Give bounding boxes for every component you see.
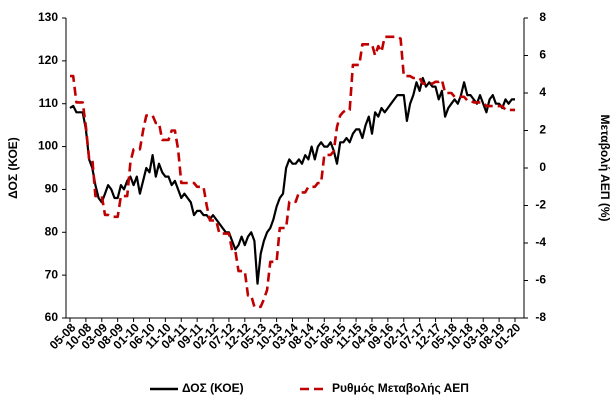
y-tick-label: 60: [45, 310, 59, 324]
y-tick-label: 130: [38, 10, 58, 24]
y2-axis-label: Μεταβολή ΑΕΠ (%): [598, 115, 612, 222]
y-tick-label: 110: [39, 96, 59, 110]
y2-tick-label: -6: [535, 273, 546, 287]
y-tick-label: 90: [45, 182, 59, 196]
y-tick-label: 70: [45, 267, 59, 281]
y2-tick-label: 0: [539, 160, 546, 174]
y2-tick-label: -8: [535, 310, 546, 324]
y-tick-label: 100: [38, 139, 58, 153]
y-tick-label: 80: [45, 224, 59, 238]
y-axis-label: ΔΟΣ (ΚΟΕ): [6, 137, 20, 199]
y2-tick-label: 4: [539, 85, 546, 99]
y2-tick-label: 6: [539, 48, 546, 62]
series-line: [70, 35, 515, 309]
legend-label: ΔΟΣ (ΚΟΕ): [182, 381, 244, 395]
y2-tick-label: 2: [539, 123, 546, 137]
y2-tick-label: -2: [535, 198, 546, 212]
y-tick-label: 120: [38, 53, 58, 67]
y2-tick-label: -4: [535, 235, 546, 249]
y2-tick-label: 8: [539, 10, 546, 24]
series-line: [69, 76, 515, 285]
legend-label: Ρυθμός Μεταβολής ΑΕΠ: [332, 381, 469, 395]
